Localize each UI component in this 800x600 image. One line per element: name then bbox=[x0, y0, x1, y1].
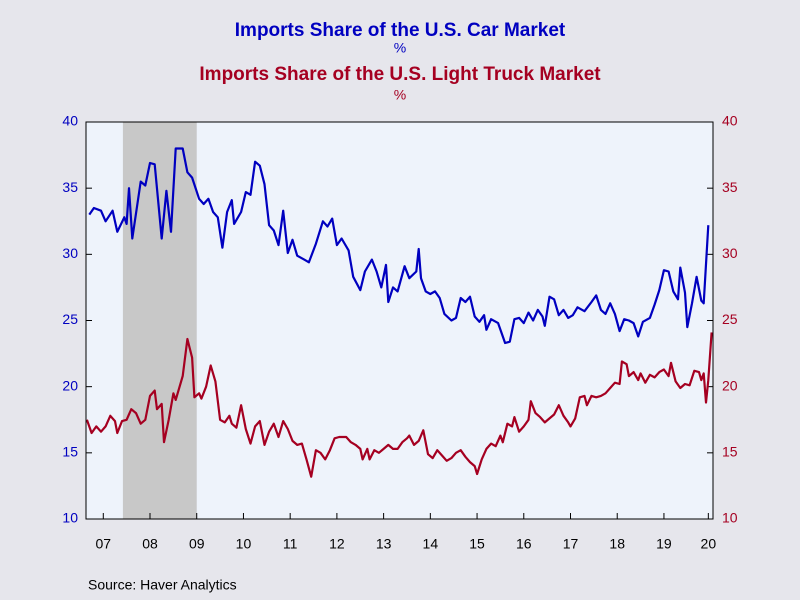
y-tick-label: 15 bbox=[62, 444, 78, 460]
chart-title: Imports Share of the U.S. Car Market bbox=[235, 20, 566, 41]
unit-label: % bbox=[394, 40, 406, 56]
x-tick-label: 18 bbox=[609, 536, 625, 552]
plot-border bbox=[85, 121, 714, 520]
x-tick-label: 19 bbox=[656, 536, 672, 552]
x-tick-label: 15 bbox=[469, 536, 485, 552]
x-tick-label: 13 bbox=[376, 536, 392, 552]
y-tick-label: 10 bbox=[62, 510, 78, 526]
y2-tick-label: 25 bbox=[722, 311, 738, 327]
x-tick-label: 11 bbox=[283, 536, 298, 552]
series-line bbox=[88, 147, 710, 345]
y-tick-label: 25 bbox=[62, 311, 78, 327]
y2-tick-label: 15 bbox=[722, 444, 738, 460]
x-tick-label: 16 bbox=[516, 536, 532, 552]
y2-tick-label: 20 bbox=[722, 377, 738, 393]
x-tick-label: 09 bbox=[189, 536, 205, 552]
y-tick-label: 40 bbox=[62, 113, 78, 129]
x-tick-label: 20 bbox=[701, 536, 717, 552]
x-tick-label: 12 bbox=[329, 536, 345, 552]
x-tick-label: 10 bbox=[236, 536, 252, 552]
y2-tick-label: 30 bbox=[722, 245, 738, 261]
x-tick-label: 14 bbox=[423, 536, 439, 552]
series-line bbox=[85, 332, 713, 478]
y-tick-label: 30 bbox=[62, 245, 78, 261]
y-tick-label: 20 bbox=[62, 377, 78, 393]
source-note: Source: Haver Analytics bbox=[88, 577, 237, 593]
y2-tick-label: 40 bbox=[722, 113, 738, 129]
unit-label: % bbox=[394, 87, 406, 103]
x-tick-label: 08 bbox=[142, 536, 158, 552]
y2-tick-label: 10 bbox=[722, 510, 738, 526]
y2-tick-label: 35 bbox=[722, 179, 738, 195]
recession-shade bbox=[122, 122, 197, 519]
x-tick-label: 07 bbox=[95, 536, 111, 552]
y-tick-label: 35 bbox=[62, 179, 78, 195]
x-tick-label: 17 bbox=[563, 536, 579, 552]
chart-title: Imports Share of the U.S. Light Truck Ma… bbox=[199, 64, 601, 85]
